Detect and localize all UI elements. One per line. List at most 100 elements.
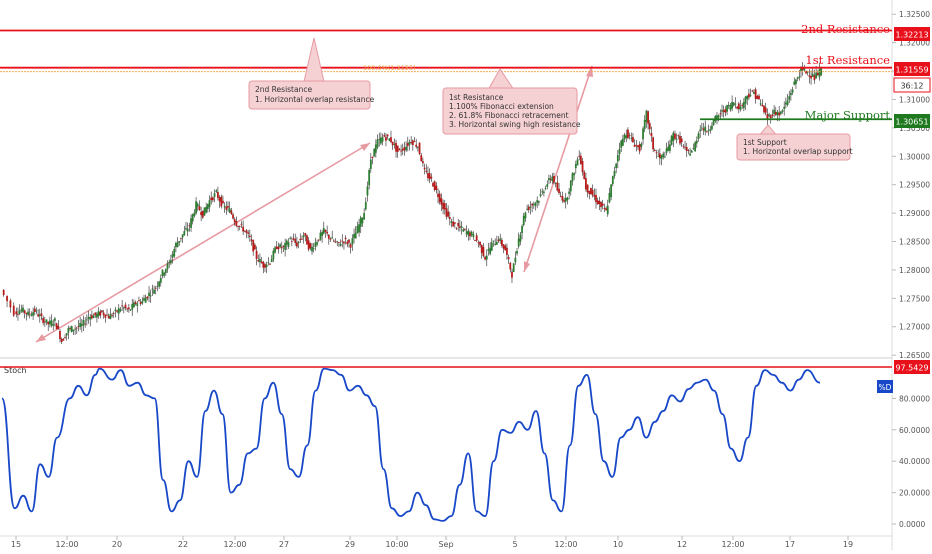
candle-body [190, 218, 192, 228]
candle-body [274, 247, 276, 253]
candle-body [235, 221, 238, 227]
candle-body [262, 261, 265, 268]
candle-body [146, 296, 149, 299]
level-lines [0, 29, 892, 121]
candle-body [252, 240, 255, 252]
candle-body [590, 187, 592, 195]
candle-body [89, 317, 92, 320]
annotation-2nd-resistance-line1: 1. Horizontal overlap resistance [255, 95, 375, 104]
price-tick-label: 1.31000 [899, 95, 930, 104]
candle-body [159, 277, 162, 283]
candle-body [57, 325, 60, 329]
candle-body [455, 227, 458, 229]
time-tick-label: 22 [178, 540, 188, 549]
candle-body [784, 102, 787, 105]
candle-body [796, 77, 799, 79]
time-tick-label: 20 [112, 540, 122, 549]
candle-body [492, 240, 495, 242]
candle-body [460, 226, 463, 228]
annotation-2nd-resistance-title: 2nd Resistance [255, 85, 312, 94]
candle-body [448, 217, 451, 220]
candle-body [225, 206, 228, 210]
candle-body [111, 315, 113, 317]
time-tick-label: 12:00 [223, 540, 246, 549]
tag-countdown-value: 36:12 [900, 82, 923, 91]
candle-body [480, 244, 483, 253]
candle-body [450, 221, 453, 223]
candle-body [403, 147, 406, 151]
candle-body [240, 223, 243, 225]
candle-body [196, 203, 199, 207]
candle-body [297, 241, 300, 243]
candle-body [247, 232, 250, 234]
price-tick-label: 1.28500 [899, 238, 930, 247]
candle-body [541, 191, 544, 193]
candle-body [559, 195, 562, 197]
candle-body [613, 170, 616, 177]
candle-body [642, 128, 644, 140]
candle-body [102, 312, 105, 316]
price-tick-label: 1.30000 [899, 152, 930, 161]
candle-body [548, 178, 550, 181]
candle-body [101, 310, 103, 313]
candle-body [124, 304, 127, 309]
candle-body [621, 138, 624, 146]
candle-body [176, 242, 179, 248]
candle-body [768, 114, 770, 117]
candle-body [512, 263, 515, 273]
candle-body [217, 192, 219, 198]
candle-body [608, 192, 611, 203]
candle-body [164, 269, 167, 273]
candle-body [250, 239, 253, 241]
candle-body [410, 142, 413, 144]
candle-body [428, 173, 431, 180]
price-tick-label: 1.26500 [899, 351, 930, 360]
candle-body [588, 191, 591, 194]
candle-body [598, 200, 601, 205]
candle-body [643, 119, 646, 130]
candle-body [311, 246, 313, 252]
candle-body [62, 338, 65, 341]
candle-body [705, 131, 708, 133]
candle-body [171, 254, 174, 258]
stoch-title: Stoch [4, 366, 27, 375]
candle-body [695, 140, 698, 144]
candle-body [378, 139, 381, 140]
candle-body [800, 66, 802, 72]
trend-arrows [35, 65, 593, 343]
candle-body [277, 246, 280, 250]
candle-body [109, 313, 112, 320]
candle-body [69, 328, 71, 329]
candle-body [615, 163, 618, 168]
candle-body [551, 176, 554, 182]
candle-body [338, 242, 340, 243]
candle-body [210, 197, 213, 201]
candle-body [722, 110, 725, 113]
candle-body [275, 246, 278, 249]
candle-body [415, 144, 418, 147]
candle-body [383, 135, 386, 137]
candle-body [438, 193, 441, 203]
candle-body [810, 75, 812, 79]
candle-body [556, 182, 559, 191]
candle-body [529, 206, 532, 208]
candle-body [569, 180, 572, 192]
candle-body [628, 134, 631, 136]
candle-body [440, 198, 443, 205]
tag-major-support [894, 114, 930, 128]
candle-body [59, 331, 61, 340]
candle-body [465, 231, 468, 235]
candle-body [54, 318, 56, 321]
candle-body [9, 300, 12, 308]
candle-body [329, 238, 332, 240]
candle-body [72, 329, 75, 331]
candle-body [734, 103, 737, 105]
candle-body [539, 194, 542, 197]
candle-body [820, 67, 823, 76]
candle-body [543, 191, 545, 193]
candle-body [282, 245, 285, 248]
candle-body [346, 241, 349, 245]
candle-body [500, 239, 503, 246]
candle-body [667, 146, 670, 151]
candle-body [280, 247, 283, 249]
